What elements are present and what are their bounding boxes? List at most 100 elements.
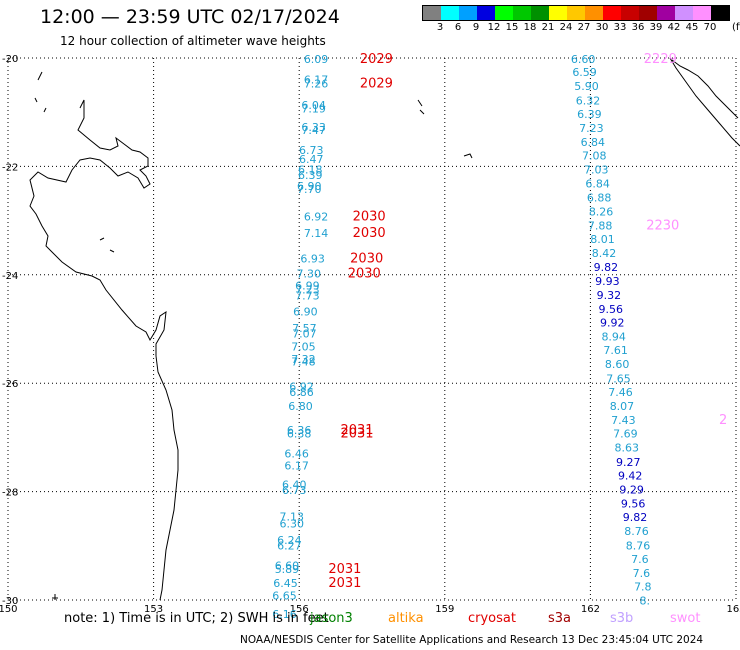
legend-swatch	[423, 6, 441, 20]
wave-height-value: 6.84	[581, 136, 606, 149]
lat-tick-label: -26	[2, 379, 18, 390]
lon-tick-label: 150	[0, 604, 18, 615]
wave-height-value: 6.32	[576, 94, 601, 107]
wave-height-value: 7.73	[295, 289, 320, 302]
pass-time-label: 2031	[340, 423, 373, 438]
legend-swatch	[657, 6, 675, 20]
legend-swatch	[495, 6, 513, 20]
wave-height-value: 6.80	[288, 400, 313, 413]
wave-height-value: 6.60	[275, 559, 300, 572]
legend-swatch	[621, 6, 639, 20]
legend-tick-label: 33	[613, 22, 627, 33]
wave-height-value: 5.90	[574, 80, 599, 93]
wave-height-value: 9.29	[619, 483, 644, 496]
wave-height-value: 9.92	[600, 316, 625, 329]
wave-height-value: 6.40	[282, 479, 307, 492]
wave-height-value: 6.92	[304, 210, 329, 223]
wave-height-value: 7.65	[606, 372, 631, 385]
wave-height-value: 6.90	[297, 180, 322, 193]
wave-height-value: 9.32	[597, 289, 622, 302]
wave-height-value: 6.86	[289, 386, 314, 399]
legend-swatch	[477, 6, 495, 20]
wave-height-value: 7.03	[584, 164, 609, 177]
wave-height-value: 7.30	[297, 268, 322, 281]
wave-height-value: 6.17	[304, 74, 329, 87]
wave-height-value: 6.18	[298, 164, 323, 177]
legend-swatch	[639, 6, 657, 20]
wave-height-value: 6.92	[289, 380, 314, 393]
wave-height-value: 7.05	[291, 340, 316, 353]
legend-tick-label: 36	[631, 22, 645, 33]
pass-time-label: 2229	[644, 52, 677, 67]
wave-height-value: 6.47	[299, 153, 324, 166]
page-title: 12:00 — 23:59 UTC 02/17/2024	[40, 6, 340, 28]
wave-height-value: 6.46	[284, 448, 309, 461]
legend-tick-label: 70	[703, 22, 717, 33]
wave-height-value: 7.23	[579, 122, 604, 135]
lat-tick-label: -24	[2, 271, 18, 282]
wave-height-value: 7.23	[295, 283, 320, 296]
coastline	[29, 57, 740, 601]
wave-height-value: 8.42	[592, 247, 617, 260]
wave-height-value: 6.33	[301, 121, 326, 134]
lat-tick-label: -30	[2, 596, 18, 607]
islet-1	[417, 99, 425, 115]
legend-swatch	[531, 6, 549, 20]
wave-height-value: 8.60	[605, 358, 630, 371]
wave-height-value: 6.36	[287, 424, 312, 437]
wave-height-value: 6.39	[298, 169, 323, 182]
wave-height-value: 7.6	[633, 567, 651, 580]
legend-swatch	[459, 6, 477, 20]
wave-height-value: 9.56	[599, 303, 624, 316]
wave-height-value: 6.59	[572, 66, 597, 79]
wave-height-value: 7.14	[304, 227, 329, 240]
satellite-swot: swot	[670, 611, 701, 626]
legend-swatch	[549, 6, 567, 20]
page-subtitle: 12 hour collection of altimeter wave hei…	[60, 34, 326, 48]
map-grid	[7, 57, 737, 601]
pass-time-label: 2031	[340, 427, 373, 442]
wave-height-value: 6.88	[587, 191, 612, 204]
wave-height-value: 9.93	[595, 275, 620, 288]
lat-tick-label: -22	[2, 162, 18, 173]
wave-height-value: 6.60	[571, 53, 596, 66]
note-text: note: 1) Time is in UTC; 2) SWH is in fe…	[64, 611, 329, 626]
pass-time-label: 2230	[646, 218, 679, 233]
lon-tick-label: 165	[726, 604, 740, 615]
pass-time-label: 2031	[328, 576, 361, 591]
pass-time-label: 2030	[350, 252, 383, 267]
wave-height-value: 6.99	[295, 280, 320, 293]
wave-height-value: 6.24	[277, 534, 302, 547]
altika-track: 6.096.177.266.047.196.337.476.736.476.18…	[272, 53, 328, 621]
wave-height-value: 9.56	[621, 498, 646, 511]
legend-tick-label: 24	[559, 22, 573, 33]
wave-height-value: 7.47	[301, 124, 326, 137]
wave-height-value: 8.01	[590, 233, 615, 246]
pass-time-label: 2029	[360, 76, 393, 91]
wave-height-value: 7.46	[608, 386, 633, 399]
wave-height-value: 6.65	[272, 590, 297, 603]
wave-height-value: 6.38	[287, 428, 312, 441]
wave-height-value: 6.09	[304, 53, 329, 66]
wave-height-value: 7.19	[301, 102, 326, 115]
australia-coast	[29, 71, 179, 601]
wave-height-value: 8.	[640, 595, 651, 608]
wave-height-value: 6.45	[273, 577, 298, 590]
credit-line: NOAA/NESDIS Center for Satellite Applica…	[240, 634, 704, 646]
wave-height-value: 8.26	[589, 205, 614, 218]
pass-time-label: 2031	[328, 562, 361, 577]
islet-4	[52, 594, 58, 600]
pass-time-label: 2030	[353, 226, 386, 241]
wave-height-value: 7.26	[304, 77, 329, 90]
wave-height-value: 7.13	[280, 511, 305, 524]
legend-swatch	[603, 6, 621, 20]
islet-3	[99, 237, 115, 253]
satellite-cryosat: cryosat	[468, 611, 516, 626]
legend-swatch	[675, 6, 693, 20]
wave-height-value: 7.32	[291, 353, 316, 366]
wave-height-value: 6.84	[585, 178, 610, 191]
wave-height-value: 6.04	[301, 99, 326, 112]
swot-track: 6.606.595.906.326.397.236.847.087.036.84…	[571, 53, 652, 607]
